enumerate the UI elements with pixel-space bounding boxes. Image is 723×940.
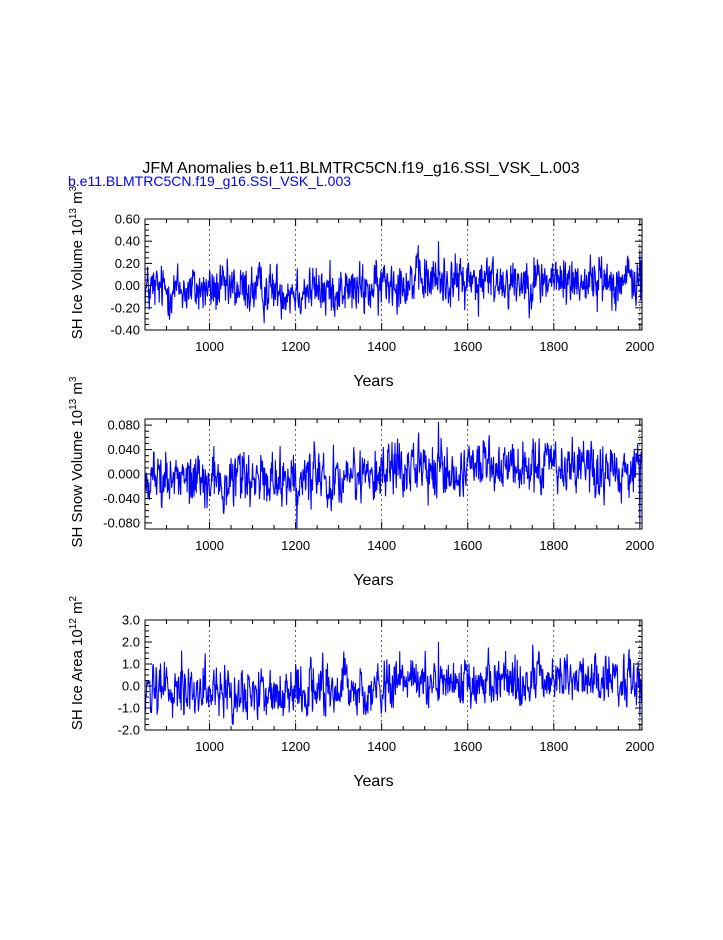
xtick-label: 1400 (367, 739, 396, 754)
y-axis-label-unit-exp: 3 (68, 376, 79, 382)
ytick-label: 0.080 (107, 418, 140, 433)
ytick-label: -0.20 (110, 300, 140, 315)
xtick-label: 1600 (453, 538, 482, 553)
xtick-label: 1600 (453, 739, 482, 754)
xtick-label: 1000 (195, 339, 224, 354)
chart-panel-2: 0.080 0.040 0.000 -0.040 -0.080 1000 1200 1400 1… (68, 376, 654, 589)
xtick-label: 2000 (625, 739, 654, 754)
xtick-label: 1000 (195, 538, 224, 553)
ytick-label: 0.00 (115, 278, 140, 293)
ytick-label: 0.20 (115, 256, 140, 271)
panels-group: 0.60 0.40 0.20 0.00 -0.20 -0.40 1000 1200 1400 16… (68, 185, 654, 790)
ytick-label: 0.60 (115, 212, 140, 227)
xtick-label: 1800 (539, 739, 568, 754)
y-axis-label-unit: m (69, 601, 86, 618)
y-axis-label-exp: 13 (68, 398, 79, 410)
x-axis-label: Years (353, 773, 393, 790)
y-axis-label-base: SH Snow Volume 10 (69, 410, 86, 548)
chart-panel-1: 0.60 0.40 0.20 0.00 -0.20 -0.40 1000 1200 1400 16… (68, 185, 654, 390)
ytick-label: -0.40 (110, 323, 140, 338)
ytick-label: 0.0 (122, 679, 140, 694)
y-axis-label-exp: 12 (68, 618, 79, 630)
ytick-label: 0.000 (107, 467, 140, 482)
ytick-label: 1.0 (122, 657, 140, 672)
xtick-label: 1800 (539, 339, 568, 354)
ytick-label: -0.080 (103, 515, 140, 530)
y-axis-label: SH Ice Area 1012 m2 (68, 595, 86, 730)
ytick-label: 0.040 (107, 442, 140, 457)
y-axis-label-base: SH Ice Volume 10 (69, 219, 86, 339)
y-axis-label-unit-exp: 2 (68, 595, 79, 601)
figure-title: JFM Anomalies b.e11.BLMTRC5CN.f19_g16.SS… (142, 160, 579, 177)
series-line (144, 641, 643, 725)
xtick-label: 1200 (281, 339, 310, 354)
xtick-label: 1200 (281, 538, 310, 553)
xtick-label: 1600 (453, 339, 482, 354)
xtick-label: 2000 (625, 339, 654, 354)
xtick-label: 1800 (539, 538, 568, 553)
ytick-label: -2.0 (118, 723, 140, 738)
xtick-label: 2000 (625, 538, 654, 553)
x-axis-label: Years (353, 373, 393, 390)
y-axis-label-unit: m (69, 191, 86, 208)
y-axis-label-unit-exp: 3 (68, 185, 79, 191)
figure-subtitle: b.e11.BLMTRC5CN.f19_g16.SSI_VSK_L.003 (68, 173, 351, 189)
series-line (144, 241, 643, 324)
ytick-label: 3.0 (122, 613, 140, 628)
xtick-label: 1000 (195, 739, 224, 754)
ytick-label: 2.0 (122, 635, 140, 650)
ytick-label: -1.0 (118, 701, 140, 716)
xtick-label: 1400 (367, 538, 396, 553)
ytick-label: 0.40 (115, 234, 140, 249)
xtick-label: 1200 (281, 739, 310, 754)
y-axis-label: SH Snow Volume 1013 m3 (68, 376, 86, 547)
x-axis-label: Years (353, 572, 393, 589)
ytick-label: -0.040 (103, 491, 140, 506)
y-axis-label-unit: m (69, 382, 86, 399)
y-axis-label-base: SH Ice Area 10 (69, 629, 86, 730)
chart-panel-3: 3.0 2.0 1.0 0.0 -1.0 -2.0 1000 1200 1400 1600 1800… (68, 595, 654, 790)
y-axis-label-exp: 13 (68, 208, 79, 220)
series-line (144, 422, 643, 530)
y-axis-label: SH Ice Volume 1013 m3 (68, 185, 86, 339)
xtick-label: 1400 (367, 339, 396, 354)
